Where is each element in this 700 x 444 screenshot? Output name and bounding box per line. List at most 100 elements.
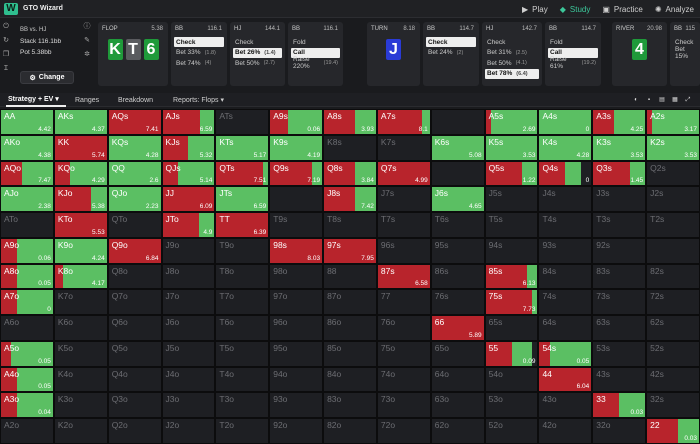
hand-cell[interactable]: 32s xyxy=(646,392,700,419)
hand-cell[interactable]: T8o xyxy=(215,263,270,290)
hand-cell[interactable]: J7s xyxy=(376,186,431,213)
hand-cell[interactable]: K3o xyxy=(53,392,108,419)
hand-cell[interactable]: T7s xyxy=(376,212,431,238)
action-option[interactable]: Bet 50% (2.7) xyxy=(233,58,282,68)
hand-cell[interactable]: Q3s 1.45 xyxy=(592,160,647,187)
hand-cell[interactable]: 97o xyxy=(269,289,324,316)
hand-cell[interactable]: T3s xyxy=(592,212,647,238)
hand-cell[interactable]: 98s 8.03 xyxy=(269,237,324,264)
hand-cell[interactable]: K4s 4.28 xyxy=(538,134,593,161)
hand-cell[interactable]: T3o xyxy=(215,392,270,419)
nav-practice[interactable]: ▣ Practice xyxy=(596,0,648,18)
hand-cell[interactable]: 87o xyxy=(323,289,377,316)
hand-cell[interactable]: ATs xyxy=(215,109,270,135)
hand-cell[interactable]: JTo 4.9 xyxy=(161,212,216,238)
hand-cell[interactable]: Q7o xyxy=(107,289,162,316)
hand-cell[interactable]: 77 xyxy=(376,289,431,316)
hand-cell[interactable]: K2o xyxy=(53,418,108,444)
action-option[interactable]: Bet 50% (4.1) xyxy=(485,58,539,68)
hand-cell[interactable]: Q2s xyxy=(646,160,700,187)
action-option[interactable]: Bet 74% (4) xyxy=(174,58,224,68)
hand-cell[interactable]: TT 6.39 xyxy=(215,212,270,238)
tab-ranges[interactable]: Ranges xyxy=(75,96,100,104)
hand-cell[interactable]: JJ 6.09 xyxy=(161,186,216,213)
hand-cell[interactable]: J4s xyxy=(538,186,593,213)
action-option[interactable]: Check xyxy=(673,37,697,47)
hand-cell[interactable]: KJo 5.38 xyxy=(53,186,108,213)
list-view-icon[interactable]: ▤ xyxy=(659,97,665,103)
hand-cell[interactable]: J4o xyxy=(161,366,216,393)
street-panel-bb[interactable]: BB 114.7 Fold Call Raise 61% (19.2) xyxy=(545,22,601,86)
hand-cell[interactable]: K8o 4.17 xyxy=(53,263,108,290)
hand-cell[interactable]: 44 6.04 xyxy=(538,366,593,393)
hand-cell[interactable]: 98o xyxy=(269,263,324,290)
action-option[interactable]: Bet 24% (2) xyxy=(426,48,476,58)
hand-cell[interactable]: K5o xyxy=(53,340,108,367)
hand-cell[interactable]: QJo 2.23 xyxy=(107,186,162,213)
hand-cell[interactable]: KQs 4.28 xyxy=(107,134,162,161)
hand-cell[interactable] xyxy=(430,109,485,135)
hand-cell[interactable]: 96o xyxy=(269,315,324,341)
hand-cell[interactable]: J9o xyxy=(161,237,216,264)
hand-cell[interactable]: QTs 7.51 xyxy=(215,160,270,187)
hand-cell[interactable]: KQo 4.29 xyxy=(53,160,108,187)
tab-reports-flops[interactable]: Reports: Flops ▾ xyxy=(173,97,224,104)
hand-cell[interactable]: J8s 7.42 xyxy=(323,186,377,213)
hand-cell[interactable]: K7o xyxy=(53,289,108,316)
action-option[interactable]: Check xyxy=(426,37,476,47)
hand-cell[interactable]: Q2o xyxy=(107,418,162,444)
hand-cell[interactable]: A9o 0.06 xyxy=(0,237,54,264)
hand-cell[interactable]: KTs 5.17 xyxy=(215,134,270,161)
hand-cell[interactable]: Q4o xyxy=(107,366,162,393)
hand-cell[interactable]: 92o xyxy=(269,418,324,444)
hand-cell[interactable]: 76s xyxy=(430,289,485,316)
hand-cell[interactable]: 97s 7.95 xyxy=(323,237,377,264)
text-cursor-icon[interactable]: Ɪ xyxy=(4,65,8,72)
tab-strategy-ev[interactable]: Strategy + EV ▾ xyxy=(6,93,66,107)
hand-cell[interactable]: T8s xyxy=(323,212,377,238)
nav-analyze[interactable]: ✺ Analyze xyxy=(649,0,700,18)
hand-cell[interactable]: 93o xyxy=(269,392,324,419)
street-panel-bb[interactable]: BB 116.1 Check Bet 33% (1.8) Bet 74% (4) xyxy=(171,22,227,86)
hand-cell[interactable]: 65o xyxy=(430,340,485,367)
hand-cell[interactable]: K6s 5.08 xyxy=(430,134,485,161)
action-option[interactable]: Fold xyxy=(548,37,598,47)
hand-cell[interactable]: T9o xyxy=(215,237,270,264)
hand-cell[interactable]: 33 0.03 xyxy=(592,392,647,419)
hand-cell[interactable]: 54s 0.05 xyxy=(538,340,593,367)
hand-cell[interactable]: 86s xyxy=(430,263,485,290)
street-panel-bb[interactable]: BB 116.1 Fold Call Raise 220% (19.4) xyxy=(288,22,343,86)
hand-cell[interactable]: A7o 0 xyxy=(0,289,54,316)
hand-cell[interactable]: A5s 2.69 xyxy=(484,109,539,135)
hand-cell[interactable]: AJo 2.38 xyxy=(0,186,54,213)
hand-cell[interactable]: QTo xyxy=(107,212,162,238)
hand-cell[interactable]: 63o xyxy=(430,392,485,419)
hand-cell[interactable]: 52o xyxy=(484,418,539,444)
hand-cell[interactable]: A2s 3.17 xyxy=(646,109,700,135)
action-option[interactable]: Bet 33% (1.8) xyxy=(174,48,224,58)
hand-cell[interactable]: J3s xyxy=(592,186,647,213)
hand-cell[interactable]: K3s 3.53 xyxy=(592,134,647,161)
copy-icon[interactable]: ❐ xyxy=(2,51,10,58)
hand-cell[interactable]: T5s xyxy=(484,212,539,238)
hand-cell[interactable]: A4o 0.05 xyxy=(0,366,54,393)
hand-cell[interactable]: Q8o xyxy=(107,263,162,290)
hand-cell[interactable]: A4s 0 xyxy=(538,109,593,135)
street-panel-flop[interactable]: FLOP 5.38 K T 6 xyxy=(98,22,168,86)
action-option[interactable]: Check xyxy=(485,37,539,47)
circle-icon[interactable]: ◐ xyxy=(634,97,638,103)
hand-cell[interactable]: A3s 4.25 xyxy=(592,109,647,135)
hand-cell[interactable]: 62o xyxy=(430,418,485,444)
hand-cell[interactable]: 64o xyxy=(430,366,485,393)
hand-cell[interactable]: T7o xyxy=(215,289,270,316)
hand-cell[interactable]: KTo 5.53 xyxy=(53,212,108,238)
hand-cell[interactable]: K7s xyxy=(376,134,431,161)
hand-cell[interactable]: T6s xyxy=(430,212,485,238)
action-option[interactable]: Fold xyxy=(291,37,340,47)
hand-cell[interactable]: 64s xyxy=(538,315,593,341)
hand-cell[interactable]: 52s xyxy=(646,340,700,367)
hand-cell[interactable]: 43o xyxy=(538,392,593,419)
hand-cell[interactable]: A5o 0.05 xyxy=(0,340,54,367)
hand-cell[interactable]: K2s 3.53 xyxy=(646,134,700,161)
hand-cell[interactable]: 94o xyxy=(269,366,324,393)
